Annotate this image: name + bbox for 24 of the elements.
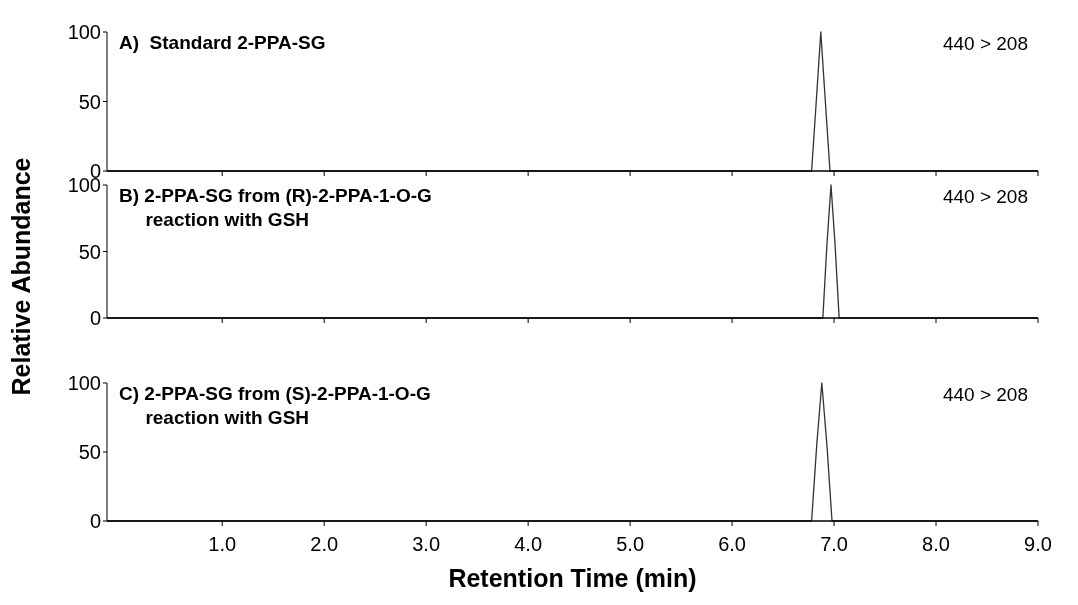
x-tick-label: 1.0 — [208, 533, 237, 555]
y-tick-label: 50 — [78, 441, 101, 463]
annotation: 440 > 208 — [942, 384, 1028, 405]
x-tick-label: 6.0 — [718, 533, 746, 555]
x-tick-label: 7.0 — [820, 533, 848, 555]
x-tick-label: 8.0 — [922, 533, 950, 555]
y-axis-title: Relative Abundance — [7, 157, 35, 396]
text: C) 2-PPA-SG from (S)-2-PPA-1-O-G reaction with GSH — [119, 383, 431, 428]
annotation: 440 > 208 — [942, 186, 1028, 207]
x-tick-label: 5.0 — [616, 533, 645, 555]
x-tick-label: 2.0 — [310, 533, 339, 555]
annotation: 440 > 208 — [942, 33, 1028, 54]
y-tick-label: 50 — [78, 240, 101, 263]
x-tick-label: 4.0 — [514, 533, 543, 555]
x-tick-label: 9.0 — [1024, 533, 1052, 555]
text: B) 2-PPA-SG from (R)-2-PPA-1-O-G reaction with GSH — [119, 185, 432, 230]
y-tick-label: 0 — [89, 510, 101, 532]
x-axis-title: Retention Time (min) — [448, 564, 697, 592]
x-tick-label: 3.0 — [412, 533, 441, 555]
y-tick-label: 50 — [78, 90, 101, 113]
chart-title: A) Standard 2-PPA-SG — [119, 32, 326, 53]
y-tick-label: 100 — [67, 372, 101, 394]
y-tick-label: 0 — [89, 307, 101, 329]
y-tick-label: 100 — [67, 21, 101, 43]
